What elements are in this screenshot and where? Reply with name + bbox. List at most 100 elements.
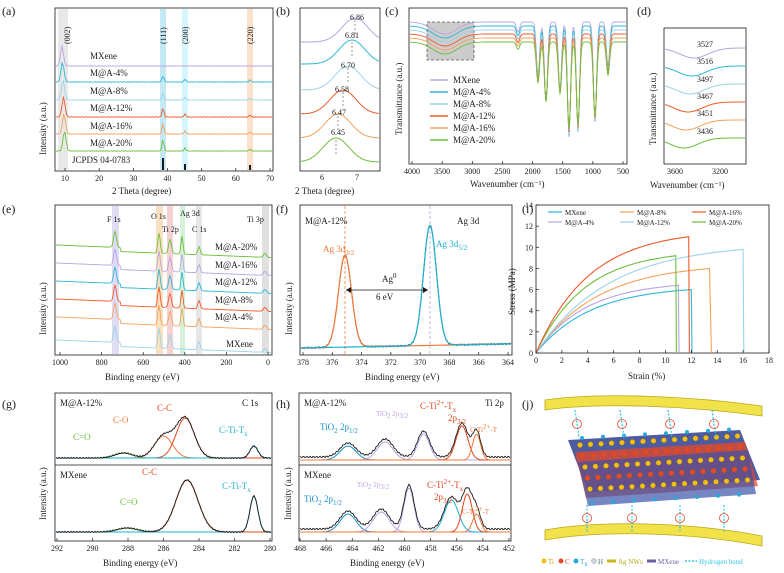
e-label-mxene: MXene [226, 339, 253, 349]
g-bottom-ctitx: C-Ti-Tx [222, 481, 251, 494]
atom [713, 479, 719, 485]
b-xtick-6: 6 [320, 173, 324, 182]
a-xtick-ticklabel: 20 [95, 174, 103, 183]
legend-tx-label: Tx [580, 558, 588, 568]
ftir-zoom-trace [664, 83, 745, 95]
panel-b: (b) 6.86 6.81 6.70 6.58 6.47 6.45 6 7 2 … [276, 4, 381, 196]
panel-a-label: (a) [2, 4, 15, 18]
h-xtick-ticklabel: 464 [346, 544, 358, 553]
e-label-m4: M@A-4% [215, 312, 253, 322]
i-xtick-label: 16 [739, 356, 747, 365]
ti2p-traces [299, 421, 511, 533]
atom [668, 470, 675, 476]
ftir-trace [410, 33, 626, 132]
xrd-trace [55, 61, 273, 83]
hbond-marker-lower [627, 513, 637, 523]
panel-j: (j) Ti C Tx H Ag NWs MXene Hydrogen [522, 395, 763, 568]
e-label-m20: M@A-20% [215, 242, 258, 252]
ti2p-top-fit [300, 433, 510, 461]
i-xtick-label: 18 [765, 356, 773, 365]
e-peak-ti2p: Ti 2p [162, 225, 179, 234]
panel-f-frame [299, 204, 513, 356]
atom [605, 474, 612, 480]
panel-c-frame [408, 7, 628, 165]
atom [726, 444, 733, 451]
d-value-1: 3516 [697, 57, 713, 66]
g-top-co-double: C=O [73, 432, 91, 442]
panel-i: (i) MXene M@A-8% M@A-16% M@A-4% M@A-12% M@A-2… [507, 201, 773, 381]
atom [629, 483, 635, 490]
xrd-220-band [247, 9, 253, 170]
i-xtick-label: 14 [713, 356, 721, 365]
legend-tx-dot [573, 558, 579, 564]
xps-survey-trace [56, 247, 272, 277]
atom [702, 479, 709, 486]
legend-ag-label: Ag NWs [618, 558, 643, 566]
ag-nanowire-bottom [544, 523, 763, 547]
xrd-label-m4: M@A-4% [90, 68, 128, 78]
panel-g-frame [54, 392, 273, 542]
xps-survey-trace [56, 283, 272, 313]
atom [595, 474, 601, 481]
xps-survey-trace [56, 301, 272, 331]
e-xtick-ticklabel: 0 [266, 358, 270, 367]
xrd-zoom-trace [301, 65, 380, 91]
panel-f: (f) M@A-12% Ag 3d Ag 3d3/2 Ag 3d5/2 Ag0 … [276, 202, 514, 382]
g-xtick-ticklabel: 284 [193, 544, 205, 553]
ag3d-traces [300, 224, 512, 350]
b-value-1: 6.81 [345, 31, 359, 40]
c-xtick-ticklabel: 1000 [585, 167, 601, 176]
ftir-zoom-traces [664, 47, 745, 149]
panel-i-label: (i) [522, 202, 533, 216]
h-top-sample: M@A-12% [304, 398, 347, 408]
h-region: Ti 2p [485, 398, 504, 408]
ftir-trace [410, 37, 626, 131]
panel-a-ylabel: Intensity (a.u.) [38, 102, 48, 155]
xrd-zoom-trace [301, 17, 380, 43]
legend-hb-label: Hydrogen bond [699, 558, 743, 566]
atom [632, 450, 638, 456]
i-ytick-label: 4 [529, 307, 533, 316]
panel-h-xticks: 468 466 464 462 460 458 456 454 452 [294, 538, 515, 553]
atom [660, 482, 667, 488]
mxene-atoms [577, 427, 751, 505]
hbond-upper [619, 409, 625, 439]
g-bottom-sample: MXene [60, 470, 87, 480]
ftir-trace [410, 29, 626, 134]
a-xtick-ticklabel: 50 [198, 174, 206, 183]
xps-survey-trace [56, 265, 272, 295]
c-xtick-ticklabel: 500 [617, 167, 629, 176]
stress-strain-curve [535, 289, 693, 354]
atom [663, 448, 670, 454]
ftir-legend-label: M@A-20% [453, 135, 496, 145]
ftir-zoom-trace [664, 119, 745, 131]
atom [689, 469, 696, 475]
hbond-upper [667, 409, 673, 439]
stress-strain-curve [535, 248, 745, 354]
atom [608, 440, 615, 446]
panel-c-ylabel: Transmittance (a.u.) [394, 63, 404, 135]
tx-atom [706, 428, 710, 433]
panel-c-xticks: 4000 3500 3000 2500 2000 1500 1000 500 [404, 161, 629, 176]
f-split-value: 6 eV [376, 292, 394, 302]
hbond-upper [711, 409, 717, 439]
g-xtick-ticklabel: 286 [158, 544, 170, 553]
i-legend-label: M@A-8% [637, 209, 667, 217]
d-value-2: 3497 [697, 75, 713, 84]
panel-d: (d) 3527 3516 3497 3467 3451 3436 3600 3… [637, 4, 747, 190]
h-bottom-cti-t: C-Ti2+-Tx [427, 478, 464, 493]
atom [579, 453, 586, 459]
atom [716, 445, 722, 451]
atom [634, 461, 641, 467]
panel-g-xlabel: Binding energy (eV) [103, 558, 177, 568]
atom [650, 482, 656, 489]
c-xtick-ticklabel: 3500 [434, 167, 450, 176]
atom [584, 475, 591, 481]
ftir-legend-label: M@A-8% [453, 99, 491, 109]
atom [647, 471, 654, 478]
tx-atom [643, 432, 647, 437]
hbond-marker-upper [572, 419, 582, 429]
xrd-label-jcpds: JCPDS 04-0783 [72, 155, 131, 165]
panel-g-ylabel: Intensity (a.u.) [38, 467, 48, 520]
f-xtick-ticklabel: 370 [414, 358, 426, 367]
